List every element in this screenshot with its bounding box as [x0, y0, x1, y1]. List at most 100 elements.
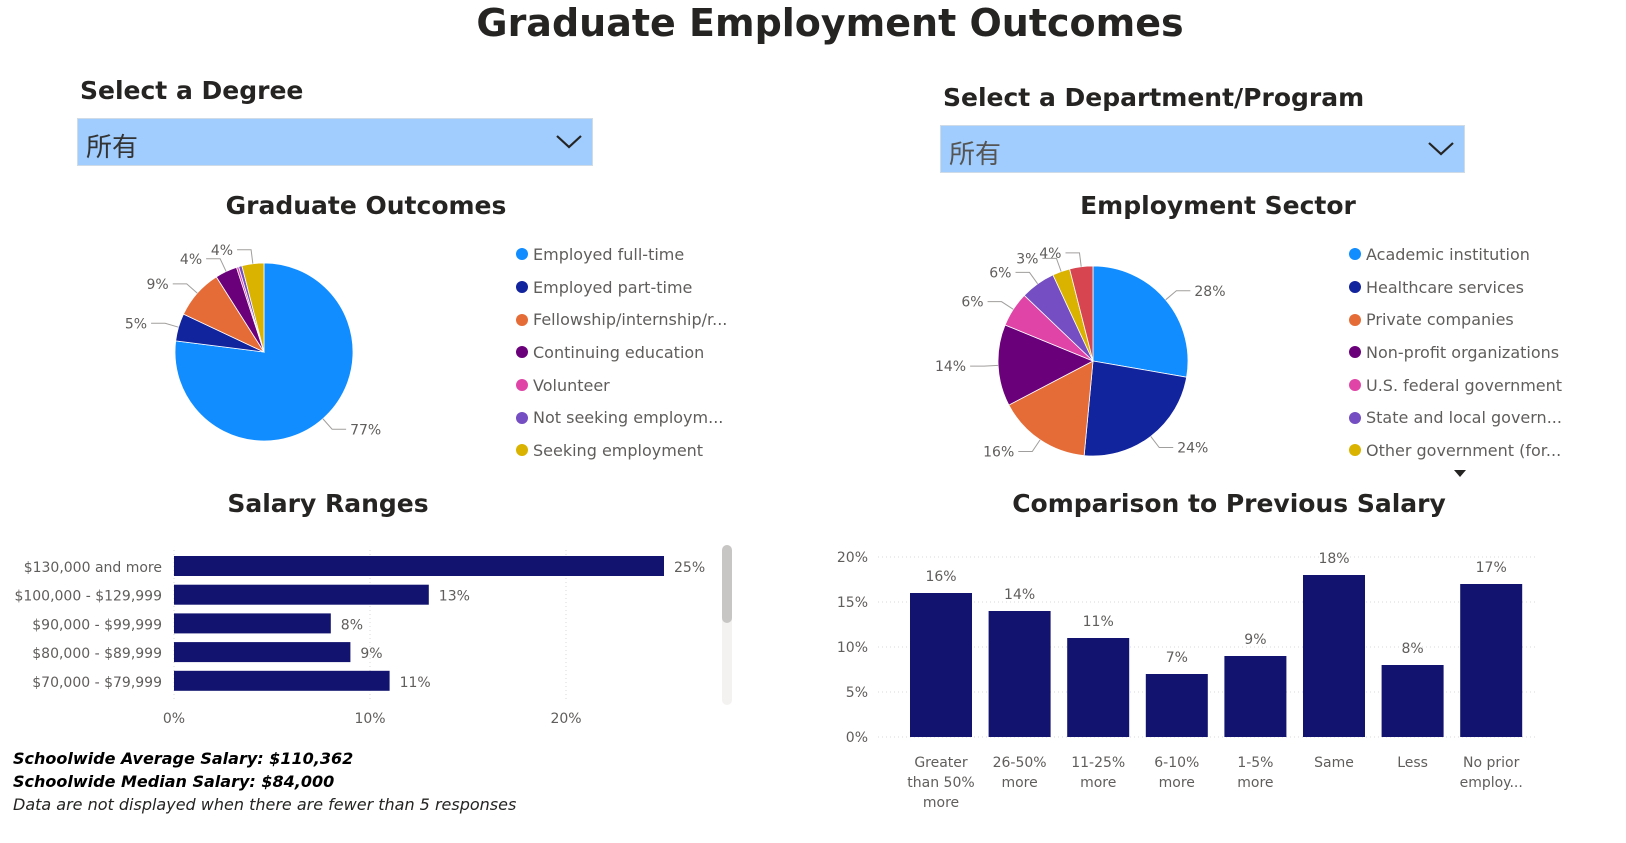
legend-label: Seeking employment — [533, 440, 704, 460]
employment-sector-pie[interactable]: 28% 24% 16% 14% 6% 6% 3% 4% — [920, 235, 1230, 475]
comparison-bar[interactable] — [1303, 575, 1365, 737]
comparison-data-label: 17% — [1476, 560, 1507, 576]
outcome-legend-item[interactable]: Continuing education — [516, 336, 727, 369]
comparison-bar[interactable] — [1067, 638, 1130, 737]
comparison-data-label: 16% — [925, 569, 956, 585]
salary-x-tick: 20% — [550, 711, 581, 727]
sector-legend-item[interactable]: Private companies — [1349, 303, 1562, 336]
chevron-down-icon[interactable] — [554, 129, 584, 153]
sector-slice[interactable] — [1092, 265, 1189, 378]
comparison-y-tick: 15% — [837, 595, 868, 611]
degree-dropdown-value: 所有 — [86, 133, 139, 163]
sector-slice[interactable] — [997, 324, 1094, 406]
salary-data-label: 25% — [674, 560, 705, 576]
scrollbar-thumb[interactable] — [722, 545, 732, 623]
legend-marker — [1349, 281, 1361, 294]
legend-label: Continuing education — [533, 342, 705, 362]
outcome-legend-item[interactable]: Fellowship/internship/r... — [516, 303, 727, 336]
sector-legend-item[interactable]: U.S. federal government — [1349, 369, 1562, 402]
comparison-bar[interactable] — [1224, 656, 1287, 737]
sector-leader-line — [1042, 257, 1062, 272]
salary-data-label: 13% — [439, 589, 470, 605]
degree-dropdown[interactable]: 所有 — [77, 118, 593, 166]
legend-marker — [1349, 379, 1361, 392]
outcome-data-label: 5% — [125, 316, 147, 332]
comparison-data-label: 9% — [1244, 632, 1266, 648]
comparison-y-tick: 5% — [846, 685, 868, 701]
department-slicer-label: Select a Department/Program — [943, 83, 1365, 112]
comparison-data-label: 18% — [1318, 551, 1349, 567]
legend-marker — [516, 346, 528, 359]
comparison-category-label: Greater than 50% more — [907, 755, 974, 811]
comparison-bar[interactable] — [910, 593, 972, 737]
chevron-down-icon[interactable] — [1426, 136, 1456, 160]
salary-bar[interactable] — [174, 613, 331, 634]
outcome-legend-item[interactable]: Volunteer — [516, 369, 727, 402]
outcome-leader-line — [322, 418, 347, 430]
comparison-category-label: 1-5% more — [1237, 755, 1273, 791]
sector-data-label: 6% — [961, 295, 983, 311]
comparison-bar[interactable] — [1460, 584, 1523, 737]
salary-x-tick: 10% — [354, 711, 385, 727]
sector-legend-item[interactable]: State and local govern... — [1349, 401, 1562, 434]
comparison-data-label: 11% — [1083, 614, 1114, 630]
legend-label: Non-profit organizations — [1366, 342, 1560, 362]
salary-bar[interactable] — [174, 642, 351, 663]
comparison-salary-title: Comparison to Previous Salary — [1012, 489, 1446, 518]
salary-bar[interactable] — [174, 556, 664, 576]
sector-legend-item[interactable]: Healthcare services — [1349, 271, 1562, 304]
outcome-slice[interactable] — [241, 262, 265, 353]
comparison-category-label: Same — [1314, 755, 1354, 771]
legend-label: Private companies — [1366, 310, 1514, 330]
legend-marker — [516, 313, 528, 326]
department-dropdown[interactable]: 所有 — [940, 125, 1465, 173]
comparison-bar[interactable] — [1145, 674, 1208, 737]
salary-category-label: $80,000 - $89,999 — [32, 646, 162, 662]
legend-label: Not seeking employm... — [533, 408, 724, 428]
outcome-legend-item[interactable]: Not seeking employm... — [516, 401, 727, 434]
salary-data-label: 8% — [341, 617, 363, 633]
legend-marker — [516, 411, 528, 424]
outcome-legend-item[interactable]: Employed part-time — [516, 271, 727, 304]
salary-bar[interactable] — [174, 670, 390, 691]
outcome-legend-item[interactable]: Employed full-time — [516, 238, 727, 271]
legend-marker — [516, 248, 528, 261]
sector-leader-line — [1165, 290, 1191, 301]
legend-marker — [1349, 411, 1361, 424]
comparison-bar[interactable] — [1381, 665, 1444, 737]
salary-category-label: $90,000 - $99,999 — [32, 617, 162, 633]
sector-legend-item[interactable]: Non-profit organizations — [1349, 336, 1562, 369]
comparison-category-label: 26-50% more — [993, 755, 1047, 791]
graduate-outcomes-pie[interactable]: 77% 5% 9% 4% 4% — [120, 235, 410, 465]
comparison-salary-chart[interactable]: 0% 5% 10% 15% 20% 16% Greater than 50% more 14% 26… — [820, 540, 1560, 830]
outcome-leader-line — [206, 258, 227, 272]
graduate-outcomes-title: Graduate Outcomes — [225, 191, 507, 220]
comparison-data-label: 14% — [1004, 587, 1035, 603]
legend-marker — [516, 444, 528, 457]
comparison-data-label: 7% — [1166, 650, 1188, 666]
sector-leader-line — [987, 301, 1014, 310]
legend-marker — [516, 379, 528, 392]
salary-bar[interactable] — [174, 584, 429, 605]
sector-slice[interactable] — [1083, 360, 1188, 457]
sector-legend-item[interactable]: Academic institution — [1349, 238, 1562, 271]
outcome-legend-item[interactable]: Seeking employment — [516, 434, 727, 467]
sector-data-label: 3% — [1016, 251, 1038, 267]
salary-x-tick: 0% — [163, 711, 185, 727]
comparison-bar[interactable] — [988, 611, 1051, 737]
legend-marker — [1349, 248, 1361, 261]
sector-leader-line — [970, 364, 999, 367]
sector-data-label: 24% — [1177, 441, 1208, 457]
comparison-y-tick: 10% — [837, 640, 868, 656]
sector-legend-item[interactable]: Other government (for... — [1349, 434, 1562, 467]
legend-label: Other government (for... — [1366, 440, 1562, 460]
median-salary-note: Schoolwide Median Salary: $84,000 — [13, 772, 335, 791]
legend-marker — [1349, 444, 1361, 457]
sector-data-label: 6% — [989, 265, 1011, 281]
sector-slice[interactable] — [1069, 265, 1094, 362]
sector-leader-line — [1015, 271, 1039, 285]
salary-ranges-chart[interactable]: 0% 10% 20% $130,000 and more 25% $100,000 - $… — [0, 540, 740, 740]
caret-down-icon[interactable] — [1452, 468, 1468, 478]
comparison-data-label: 8% — [1401, 641, 1423, 657]
legend-label: Academic institution — [1366, 244, 1530, 264]
